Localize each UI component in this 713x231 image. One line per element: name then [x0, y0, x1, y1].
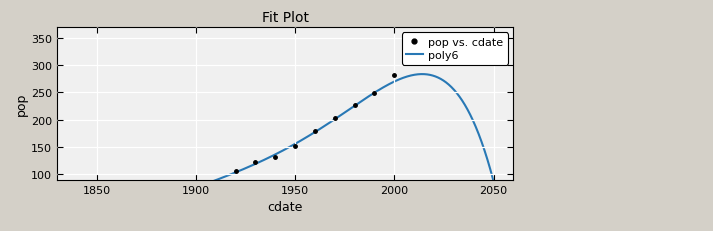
Title: Fit Plot: Fit Plot — [262, 11, 309, 25]
X-axis label: cdate: cdate — [267, 201, 303, 213]
Y-axis label: pop: pop — [15, 92, 29, 116]
Legend: pop vs. cdate, poly6: pop vs. cdate, poly6 — [401, 33, 508, 65]
